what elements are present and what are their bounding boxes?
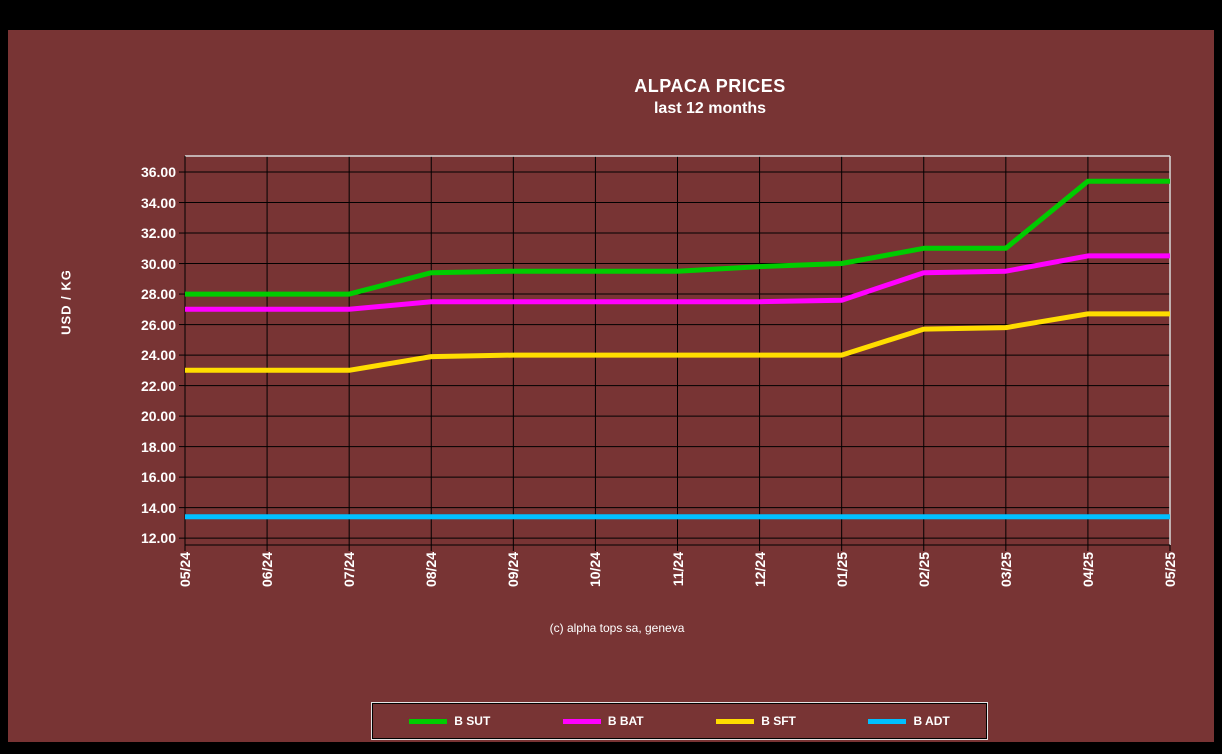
x-tick-label: 07/24 [341, 552, 358, 588]
y-tick-label: 22.00 [140, 377, 176, 394]
legend-line-sample [716, 718, 755, 724]
x-tick-label: 05/25 [1162, 552, 1178, 588]
y-tick-label: 34.00 [140, 194, 176, 211]
legend-label: B SFT [761, 714, 796, 728]
x-tick-label: 03/25 [997, 552, 1014, 588]
x-tick-label: 10/24 [587, 552, 604, 588]
x-tick-label: 02/25 [915, 552, 932, 588]
y-tick-label: 32.00 [140, 225, 176, 242]
legend-line-sample [868, 718, 907, 724]
legend-label: B ADT [913, 714, 950, 728]
chart-title-line1: ALPACA PRICES [634, 76, 786, 96]
series-line-b-sft [185, 311, 1170, 373]
legend-item-b-sft: B SFT [716, 714, 796, 728]
legend-line-sample [562, 718, 601, 724]
x-tick-label: 11/24 [669, 552, 686, 587]
x-tick-label: 01/25 [833, 552, 850, 588]
y-tick-label: 20.00 [140, 408, 176, 425]
legend-label: B BAT [607, 714, 644, 728]
y-tick-label: 30.00 [140, 255, 176, 272]
x-tick-label: 05/24 [177, 552, 193, 588]
legend-item-b-bat: B BAT [562, 714, 644, 728]
plot-area [179, 155, 1171, 551]
y-axis-title: USD / KG [58, 269, 74, 335]
legend-line-sample [409, 718, 448, 724]
legend-item-b-adt: B ADT [868, 714, 950, 728]
x-tick-label: 09/24 [505, 552, 522, 588]
y-tick-label: 24.00 [140, 347, 176, 364]
legend-item-b-sut: B SUT [409, 714, 490, 728]
y-tick-label: 36.00 [140, 164, 176, 181]
y-tick-label: 14.00 [140, 499, 176, 516]
x-tick-label: 06/24 [259, 552, 276, 588]
series-line-b-bat [185, 253, 1170, 312]
chart-title-line2: last 12 months [653, 100, 767, 117]
copyright-caption: (c) alpha tops sa, geneva [549, 621, 685, 635]
y-tick-label: 18.00 [140, 438, 176, 455]
y-tick-label: 28.00 [140, 286, 176, 303]
y-tick-label: 16.00 [140, 469, 176, 486]
x-tick-label: 12/24 [751, 552, 768, 588]
legend-label: B SUT [454, 714, 491, 728]
y-tick-label: 12.00 [140, 530, 176, 547]
series-line-b-sut [185, 178, 1170, 297]
y-tick-label: 26.00 [140, 316, 176, 333]
x-tick-label: 08/24 [423, 552, 440, 588]
chart-title: ALPACA PRICES last 12 months [410, 75, 1010, 119]
x-tick-label: 04/25 [1079, 552, 1096, 588]
legend: B SUT B BAT B SFT B ADT [371, 702, 988, 740]
